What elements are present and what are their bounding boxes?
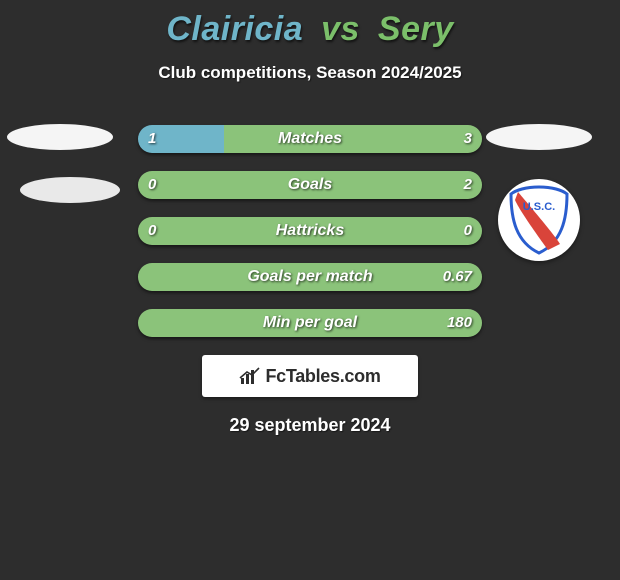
bar-value-right: 3: [464, 125, 472, 153]
bar-value-left: 0: [148, 217, 156, 245]
bar-label: Goals: [138, 171, 482, 199]
player2-badge: U.S.C.: [498, 179, 580, 261]
bar-label: Min per goal: [138, 309, 482, 337]
logo-text: FcTables.com: [265, 366, 380, 387]
stat-bar: Goals per match0.67: [138, 263, 482, 291]
stat-bar: Matches1 3: [138, 125, 482, 153]
bar-label: Goals per match: [138, 263, 482, 291]
chart-bar-icon: [239, 366, 261, 386]
player2-name: Sery: [378, 10, 454, 48]
bar-value-right: 0.67: [443, 263, 472, 291]
bar-value-left: 1: [148, 125, 156, 153]
bar-label: Hattricks: [138, 217, 482, 245]
subtitle: Club competitions, Season 2024/2025: [0, 63, 620, 83]
shield-icon: U.S.C.: [506, 184, 572, 256]
decor-ellipse: [20, 177, 120, 203]
bar-value-right: 2: [464, 171, 472, 199]
vs-separator: vs: [321, 10, 360, 48]
stat-bar: Min per goal180: [138, 309, 482, 337]
svg-text:U.S.C.: U.S.C.: [523, 201, 555, 213]
bar-value-right: 180: [447, 309, 472, 337]
bar-value-left: 0: [148, 171, 156, 199]
comparison-infographic: Clairicia vs Sery Club competitions, Sea…: [0, 0, 620, 580]
bar-label: Matches: [138, 125, 482, 153]
page-title: Clairicia vs Sery: [0, 0, 620, 49]
stat-bar: Goals0 2: [138, 171, 482, 199]
date-label: 29 september 2024: [0, 415, 620, 436]
decor-ellipse: [486, 124, 592, 150]
bar-value-right: 0: [464, 217, 472, 245]
fctables-logo[interactable]: FcTables.com: [202, 355, 418, 397]
stat-bar: Hattricks0 0: [138, 217, 482, 245]
player1-name: Clairicia: [166, 10, 303, 48]
decor-ellipse: [7, 124, 113, 150]
